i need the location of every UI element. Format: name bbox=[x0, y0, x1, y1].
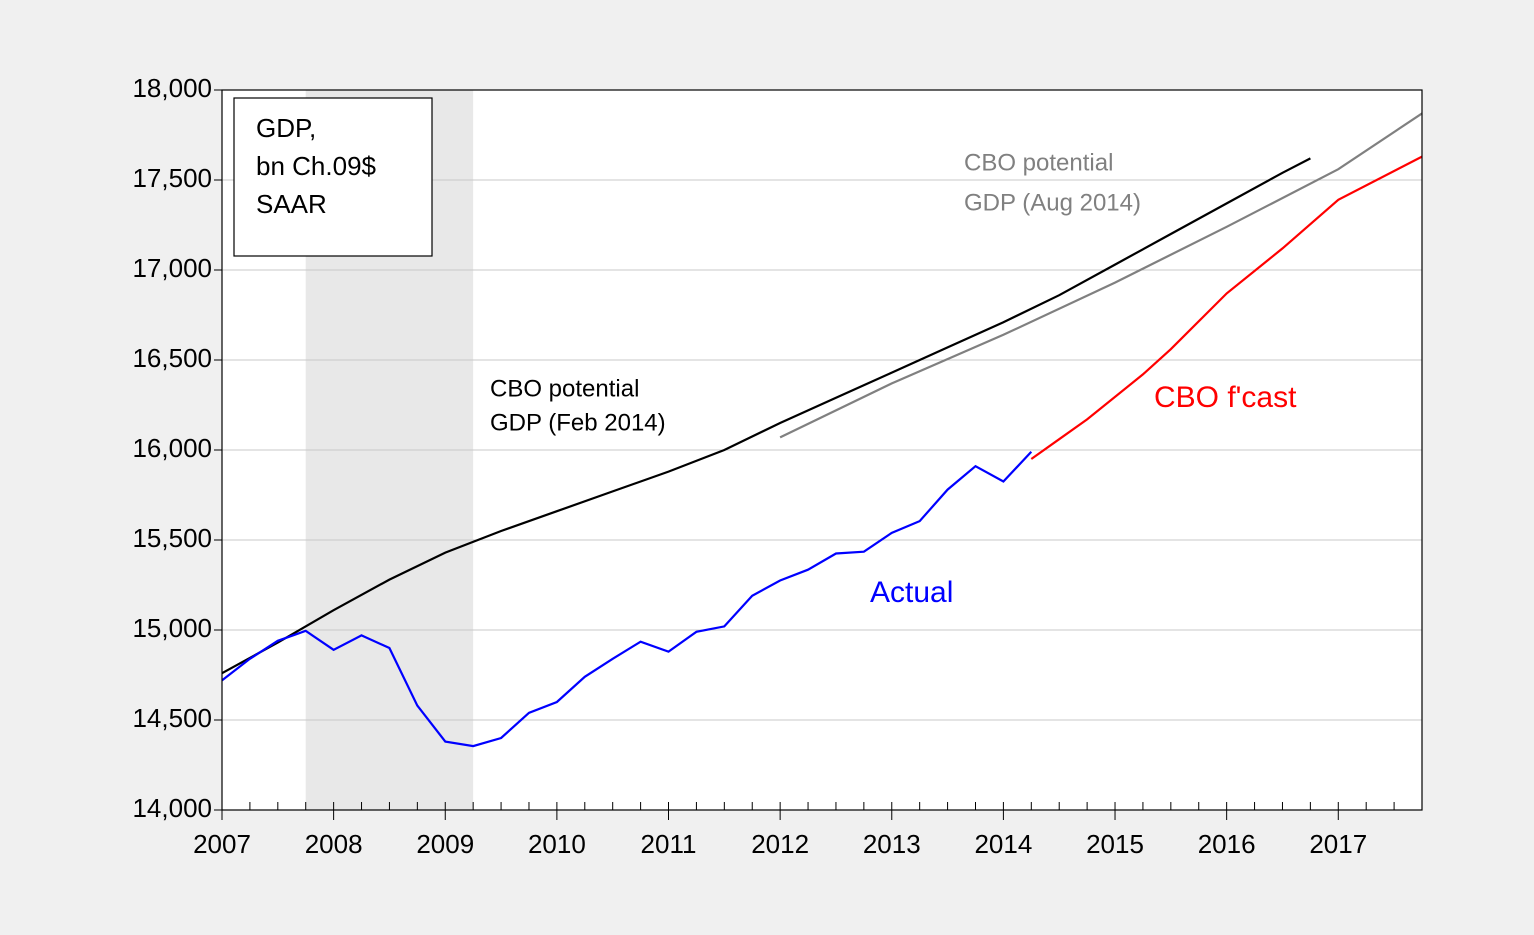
x-tick-label: 2009 bbox=[416, 829, 474, 859]
y-tick-label: 15,000 bbox=[132, 613, 212, 643]
series-line bbox=[221, 451, 1033, 748]
y-tick-label: 18,000 bbox=[132, 73, 212, 103]
x-tick-label: 2010 bbox=[528, 829, 586, 859]
series-label: GDP (Feb 2014) bbox=[490, 409, 666, 436]
note-text: bn Ch.09$ bbox=[256, 151, 377, 181]
y-tick-label: 17,500 bbox=[132, 163, 212, 193]
series-line bbox=[221, 157, 1311, 675]
series-line bbox=[1030, 155, 1423, 460]
y-tick-label: 14,000 bbox=[132, 793, 212, 823]
x-tick-label: 2011 bbox=[641, 829, 697, 859]
x-tick-label: 2015 bbox=[1086, 829, 1144, 859]
x-tick-label: 2008 bbox=[305, 829, 363, 859]
y-tick-label: 15,500 bbox=[132, 523, 212, 553]
series-label: CBO potential bbox=[490, 375, 639, 402]
plot-frame bbox=[221, 89, 1423, 811]
y-tick-label: 16,000 bbox=[132, 433, 212, 463]
x-tick-label: 2013 bbox=[863, 829, 921, 859]
y-tick-label: 17,000 bbox=[132, 253, 212, 283]
y-tick-label: 14,500 bbox=[132, 703, 212, 733]
x-tick-label: 2007 bbox=[193, 829, 251, 859]
note-text: SAAR bbox=[256, 189, 327, 219]
x-tick-label: 2016 bbox=[1198, 829, 1256, 859]
x-tick-label: 2014 bbox=[974, 829, 1032, 859]
y-tick-label: 16,500 bbox=[132, 343, 212, 373]
series-label: CBO potential bbox=[964, 149, 1113, 176]
x-tick-label: 2012 bbox=[751, 829, 809, 859]
series-label: CBO f'cast bbox=[1154, 381, 1297, 414]
series-label: Actual bbox=[870, 576, 953, 609]
x-tick-label: 2017 bbox=[1309, 829, 1367, 859]
series-line bbox=[779, 112, 1423, 439]
note-box bbox=[233, 97, 433, 257]
series-label: GDP (Aug 2014) bbox=[964, 189, 1141, 216]
note-text: GDP, bbox=[256, 113, 316, 143]
